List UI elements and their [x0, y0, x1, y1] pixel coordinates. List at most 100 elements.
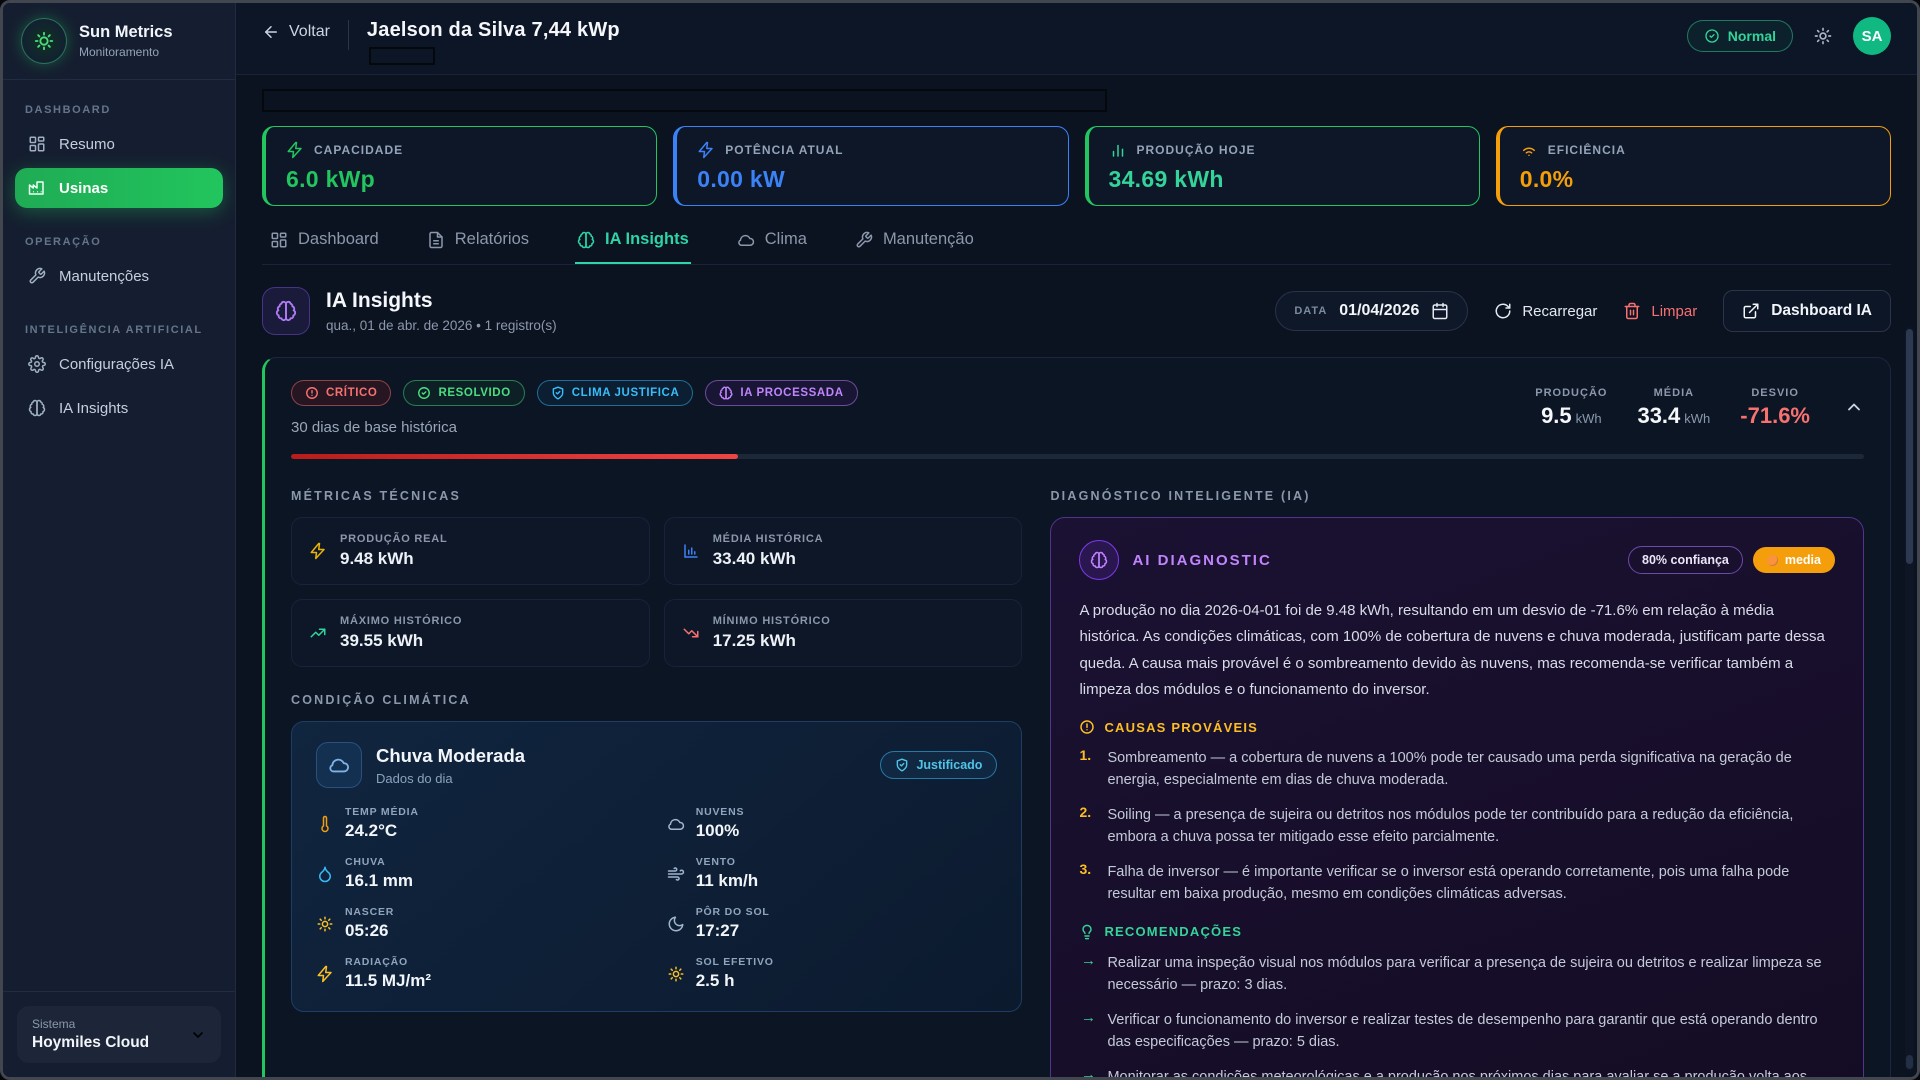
stat-label: EFICIÊNCIA	[1548, 143, 1626, 157]
wrench-icon	[855, 231, 873, 249]
arrow-right-icon: →	[1079, 1066, 1097, 1077]
base-historical-text: 30 dias de base histórica	[291, 419, 858, 436]
divider	[348, 20, 349, 50]
insights-header: IA Insights qua., 01 de abr. de 2026 • 1…	[262, 287, 1891, 335]
system-select[interactable]: Sistema Hoymiles Cloud	[17, 1006, 221, 1063]
theme-toggle-button[interactable]	[1813, 26, 1833, 46]
weather-stat-vento: VENTO11 km/h	[667, 856, 998, 891]
sidebar-item-ia-insights[interactable]: IA Insights	[15, 388, 223, 428]
grid-icon	[270, 231, 288, 249]
zap-icon	[309, 542, 327, 560]
sidebar-item-label: Usinas	[59, 180, 108, 197]
scrollbar-thumb-bottom	[1906, 1055, 1913, 1069]
stat-card-capacidade: CAPACIDADE 6.0 kWp	[262, 126, 657, 206]
right-column: DIAGNÓSTICO INTELIGENTE (IA) AI DIAGNOST…	[1050, 489, 1864, 1077]
avatar[interactable]: SA	[1853, 17, 1891, 55]
moon-icon	[667, 915, 685, 933]
shield-check-icon	[895, 758, 909, 772]
summary-desvio: DESVIO -71.6%	[1740, 387, 1810, 429]
deviation-progress-bar	[291, 454, 1864, 459]
stat-label: POTÊNCIA ATUAL	[725, 143, 843, 157]
system-value: Hoymiles Cloud	[32, 1034, 149, 1052]
sidebar-item-manutencoes[interactable]: Manutenções	[15, 256, 223, 296]
cloud-icon	[316, 742, 362, 788]
status-label: Normal	[1728, 28, 1776, 44]
bar-chart-icon	[1109, 141, 1127, 159]
wrench-icon	[28, 267, 46, 285]
status-badge[interactable]: Normal	[1687, 20, 1793, 52]
nav-section-operacao: OPERAÇÃO	[15, 226, 223, 256]
tab-label: Manutenção	[883, 230, 974, 249]
badge-ia-processada: IA PROCESSADA	[705, 380, 857, 406]
date-input[interactable]: DATA 01/04/2026	[1275, 291, 1468, 331]
diagnostic-title: AI DIAGNOSTIC	[1132, 552, 1271, 569]
weather-subtitle: Dados do dia	[376, 771, 525, 786]
weather-stat-temp: TEMP MÉDIA24.2°C	[316, 806, 647, 841]
wifi-icon	[1520, 141, 1538, 159]
brand: Sun Metrics Monitoramento	[3, 3, 235, 80]
trending-up-icon	[309, 624, 327, 642]
diagnosis-section-label: DIAGNÓSTICO INTELIGENTE (IA)	[1050, 489, 1864, 503]
cause-item: 1. Sombreamento — a cobertura de nuvens …	[1079, 747, 1835, 792]
stat-cards-row: CAPACIDADE 6.0 kWp POTÊNCIA ATUAL 0.00 k…	[262, 126, 1891, 206]
recommendation-item: → Realizar uma inspeção visual nos módul…	[1079, 952, 1835, 997]
recommendation-item: → Verificar o funcionamento do inversor …	[1079, 1009, 1835, 1054]
chart-column-icon	[682, 542, 700, 560]
sun-icon	[316, 915, 334, 933]
droplet-icon	[316, 865, 334, 883]
scrollbar[interactable]	[1905, 327, 1914, 1071]
justified-badge: Justificado	[880, 751, 997, 779]
tab-label: IA Insights	[605, 230, 689, 249]
trash-icon	[1623, 302, 1641, 320]
clear-label: Limpar	[1651, 303, 1697, 320]
chevron-up-icon	[1844, 397, 1864, 417]
arrow-left-icon	[262, 23, 280, 41]
recommendation-item: → Monitorar as condições meteorológicas …	[1079, 1066, 1835, 1077]
recommendations-header: RECOMENDAÇÕES	[1079, 924, 1835, 940]
back-button[interactable]: Voltar	[262, 19, 330, 45]
tab-bar: Dashboard Relatórios IA Insights Clima M…	[262, 216, 1891, 265]
weather-stat-chuva: CHUVA16.1 mm	[316, 856, 647, 891]
cause-item: 2. Soiling — a presença de sujeira ou de…	[1079, 804, 1835, 849]
brand-subtitle: Monitoramento	[79, 45, 173, 59]
arrow-right-icon: →	[1079, 952, 1097, 997]
ai-diagnostic-card: AI DIAGNOSTIC 80% confiança media A prod…	[1050, 517, 1864, 1077]
arrow-right-icon: →	[1079, 1009, 1097, 1054]
insight-card-header[interactable]: CRÍTICO RESOLVIDO CLIMA JUSTIFICA	[265, 358, 1890, 450]
progress-fill	[291, 454, 738, 459]
tab-clima[interactable]: Clima	[735, 216, 809, 264]
confidence-badge: 80% confiança	[1628, 546, 1743, 574]
summary-metrics: PRODUÇÃO 9.5kWh MÉDIA 33.4kWh DESVIO -71…	[1535, 380, 1864, 436]
summary-media: MÉDIA 33.4kWh	[1637, 387, 1710, 429]
dashboard-ia-button[interactable]: Dashboard IA	[1723, 290, 1891, 332]
skeleton-box	[369, 47, 435, 65]
sidebar-item-label: Configurações IA	[59, 356, 174, 373]
metric-tiles: PRODUÇÃO REAL9.48 kWh MÉDIA HISTÓRICA33.…	[291, 517, 1022, 667]
weather-section-label: CONDIÇÃO CLIMÁTICA	[291, 693, 1022, 707]
nav-section-ia: INTELIGÊNCIA ARTIFICIAL	[15, 314, 223, 344]
tab-relatorios[interactable]: Relatórios	[425, 216, 531, 264]
tab-ia-insights[interactable]: IA Insights	[575, 216, 691, 264]
reload-button[interactable]: Recarregar	[1494, 302, 1597, 320]
severity-badge: media	[1753, 547, 1835, 573]
scrollbar-thumb[interactable]	[1906, 329, 1913, 564]
sidebar-item-configuracoes-ia[interactable]: Configurações IA	[15, 344, 223, 384]
tab-dashboard[interactable]: Dashboard	[268, 216, 381, 264]
tab-manutencao[interactable]: Manutenção	[853, 216, 976, 264]
alert-circle-icon	[1079, 719, 1095, 735]
zap-icon	[316, 965, 334, 983]
zap-icon	[286, 141, 304, 159]
weather-stat-radiacao: RADIAÇÃO11.5 MJ/m²	[316, 956, 647, 991]
weather-stat-sol-efetivo: SOL EFETIVO2.5 h	[667, 956, 998, 991]
sidebar-item-usinas[interactable]: Usinas	[15, 168, 223, 208]
back-label: Voltar	[289, 23, 330, 41]
dashboard-ia-label: Dashboard IA	[1771, 302, 1872, 320]
clear-button[interactable]: Limpar	[1623, 302, 1697, 320]
sidebar-item-resumo[interactable]: Resumo	[15, 124, 223, 164]
severity-dot-icon	[1767, 555, 1778, 566]
gear-icon	[28, 355, 46, 373]
alert-circle-icon	[305, 386, 319, 400]
collapse-button[interactable]	[1844, 397, 1864, 420]
sidebar-item-label: Resumo	[59, 136, 115, 153]
brain-icon	[1079, 540, 1119, 580]
